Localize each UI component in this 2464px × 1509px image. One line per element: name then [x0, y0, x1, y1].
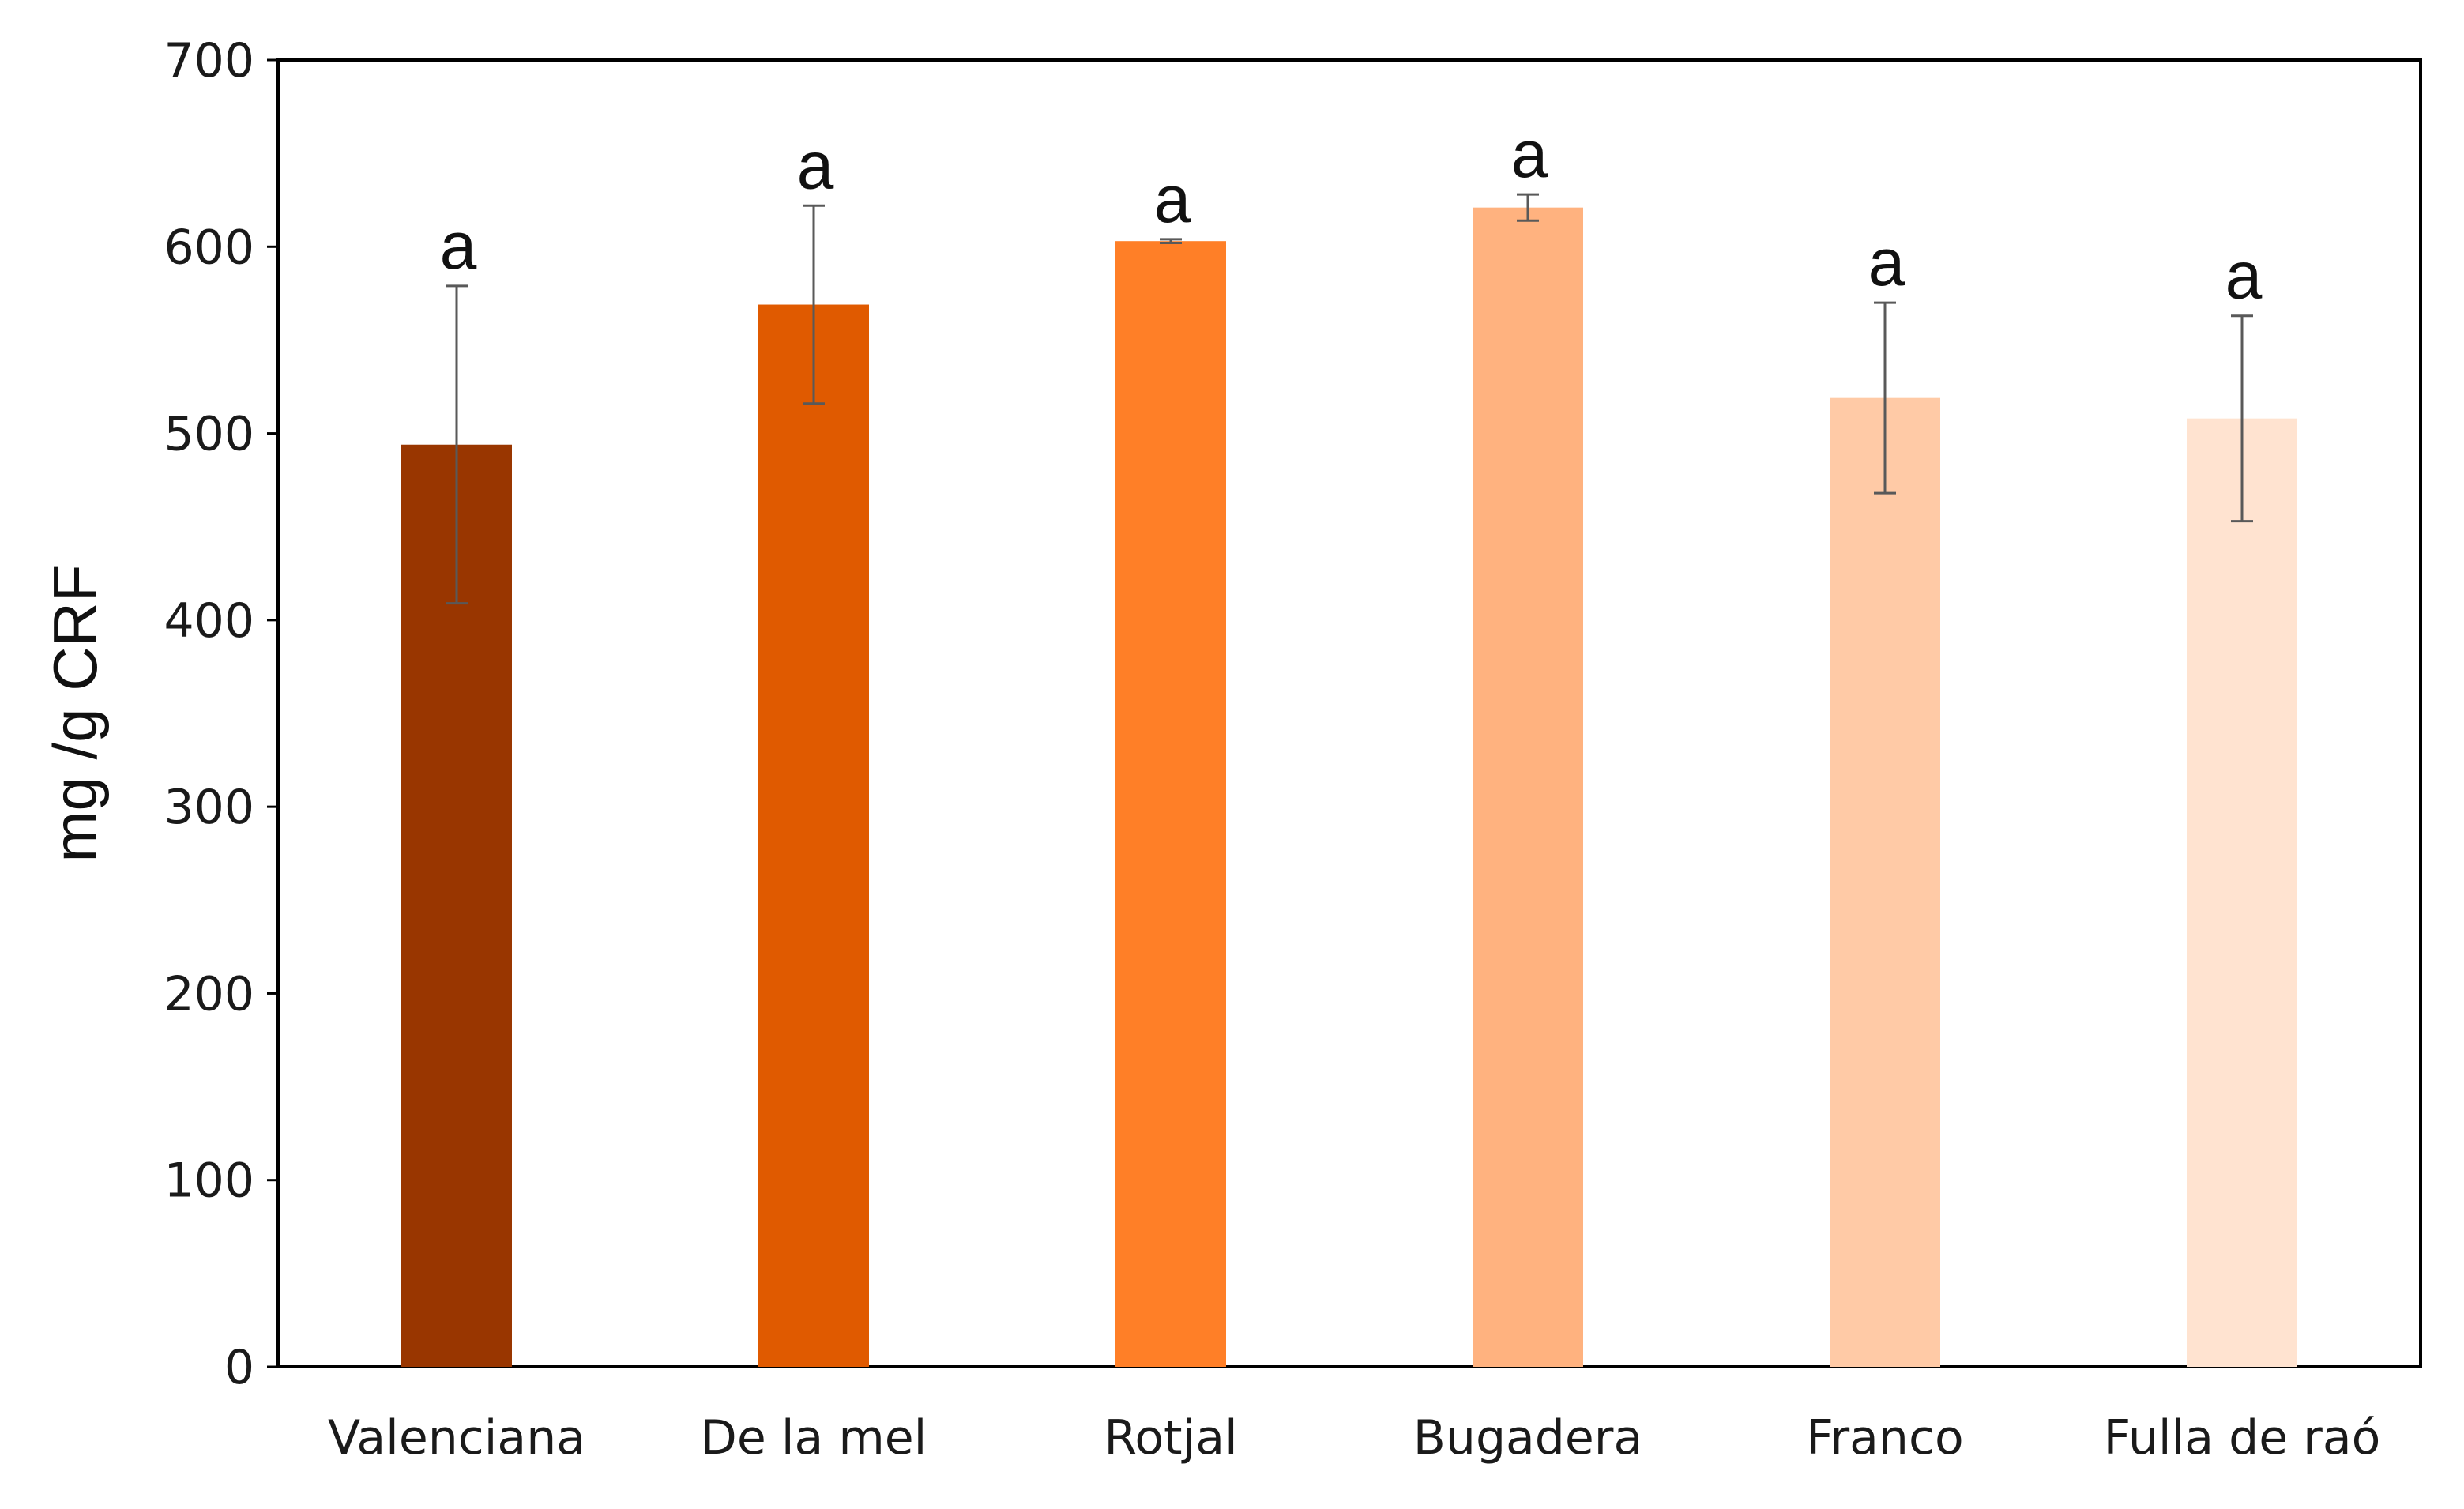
x-tick-label: Franco	[1806, 1410, 1963, 1466]
significance-label: a	[1868, 225, 1905, 299]
bar	[2187, 418, 2297, 1367]
bars-group	[401, 207, 2297, 1368]
plot-area	[276, 58, 2422, 1368]
x-tick-label: De la mel	[701, 1410, 927, 1466]
y-tick-label: 300	[164, 780, 254, 835]
significance-label: a	[440, 209, 477, 283]
y-axis-title: mg /g CRF	[40, 564, 110, 862]
x-tick-label: Rotjal	[1104, 1410, 1237, 1466]
bar	[1115, 241, 1226, 1367]
y-tick-label: 700	[164, 33, 254, 88]
bar	[1830, 397, 1940, 1368]
x-tick-label: Valenciana	[328, 1410, 585, 1466]
error-bars-group	[446, 193, 2253, 605]
y-axis: 0 100 200 300 400 500 600 700	[164, 33, 278, 1395]
significance-label: a	[797, 128, 834, 202]
x-tick-label: Bugadera	[1413, 1410, 1642, 1466]
y-tick-label: 400	[164, 593, 254, 649]
y-tick-label: 0	[224, 1340, 254, 1395]
bar	[1473, 207, 1583, 1367]
y-tick-label: 500	[164, 407, 254, 462]
y-tick-label: 100	[164, 1153, 254, 1209]
x-axis: Valenciana De la mel Rotjal Bugadera Franco F…	[328, 1410, 2380, 1466]
significance-label: a	[2225, 239, 2263, 313]
plot-frame	[276, 58, 2422, 1368]
significance-label: a	[1154, 162, 1191, 236]
x-tick-label: Fulla de raó	[2104, 1410, 2381, 1466]
significance-label: a	[1511, 117, 1548, 191]
y-tick-label: 600	[164, 220, 254, 275]
y-tick-label: 200	[164, 966, 254, 1022]
annotations-group: a a a a a a	[440, 117, 2263, 313]
bar	[758, 304, 869, 1367]
